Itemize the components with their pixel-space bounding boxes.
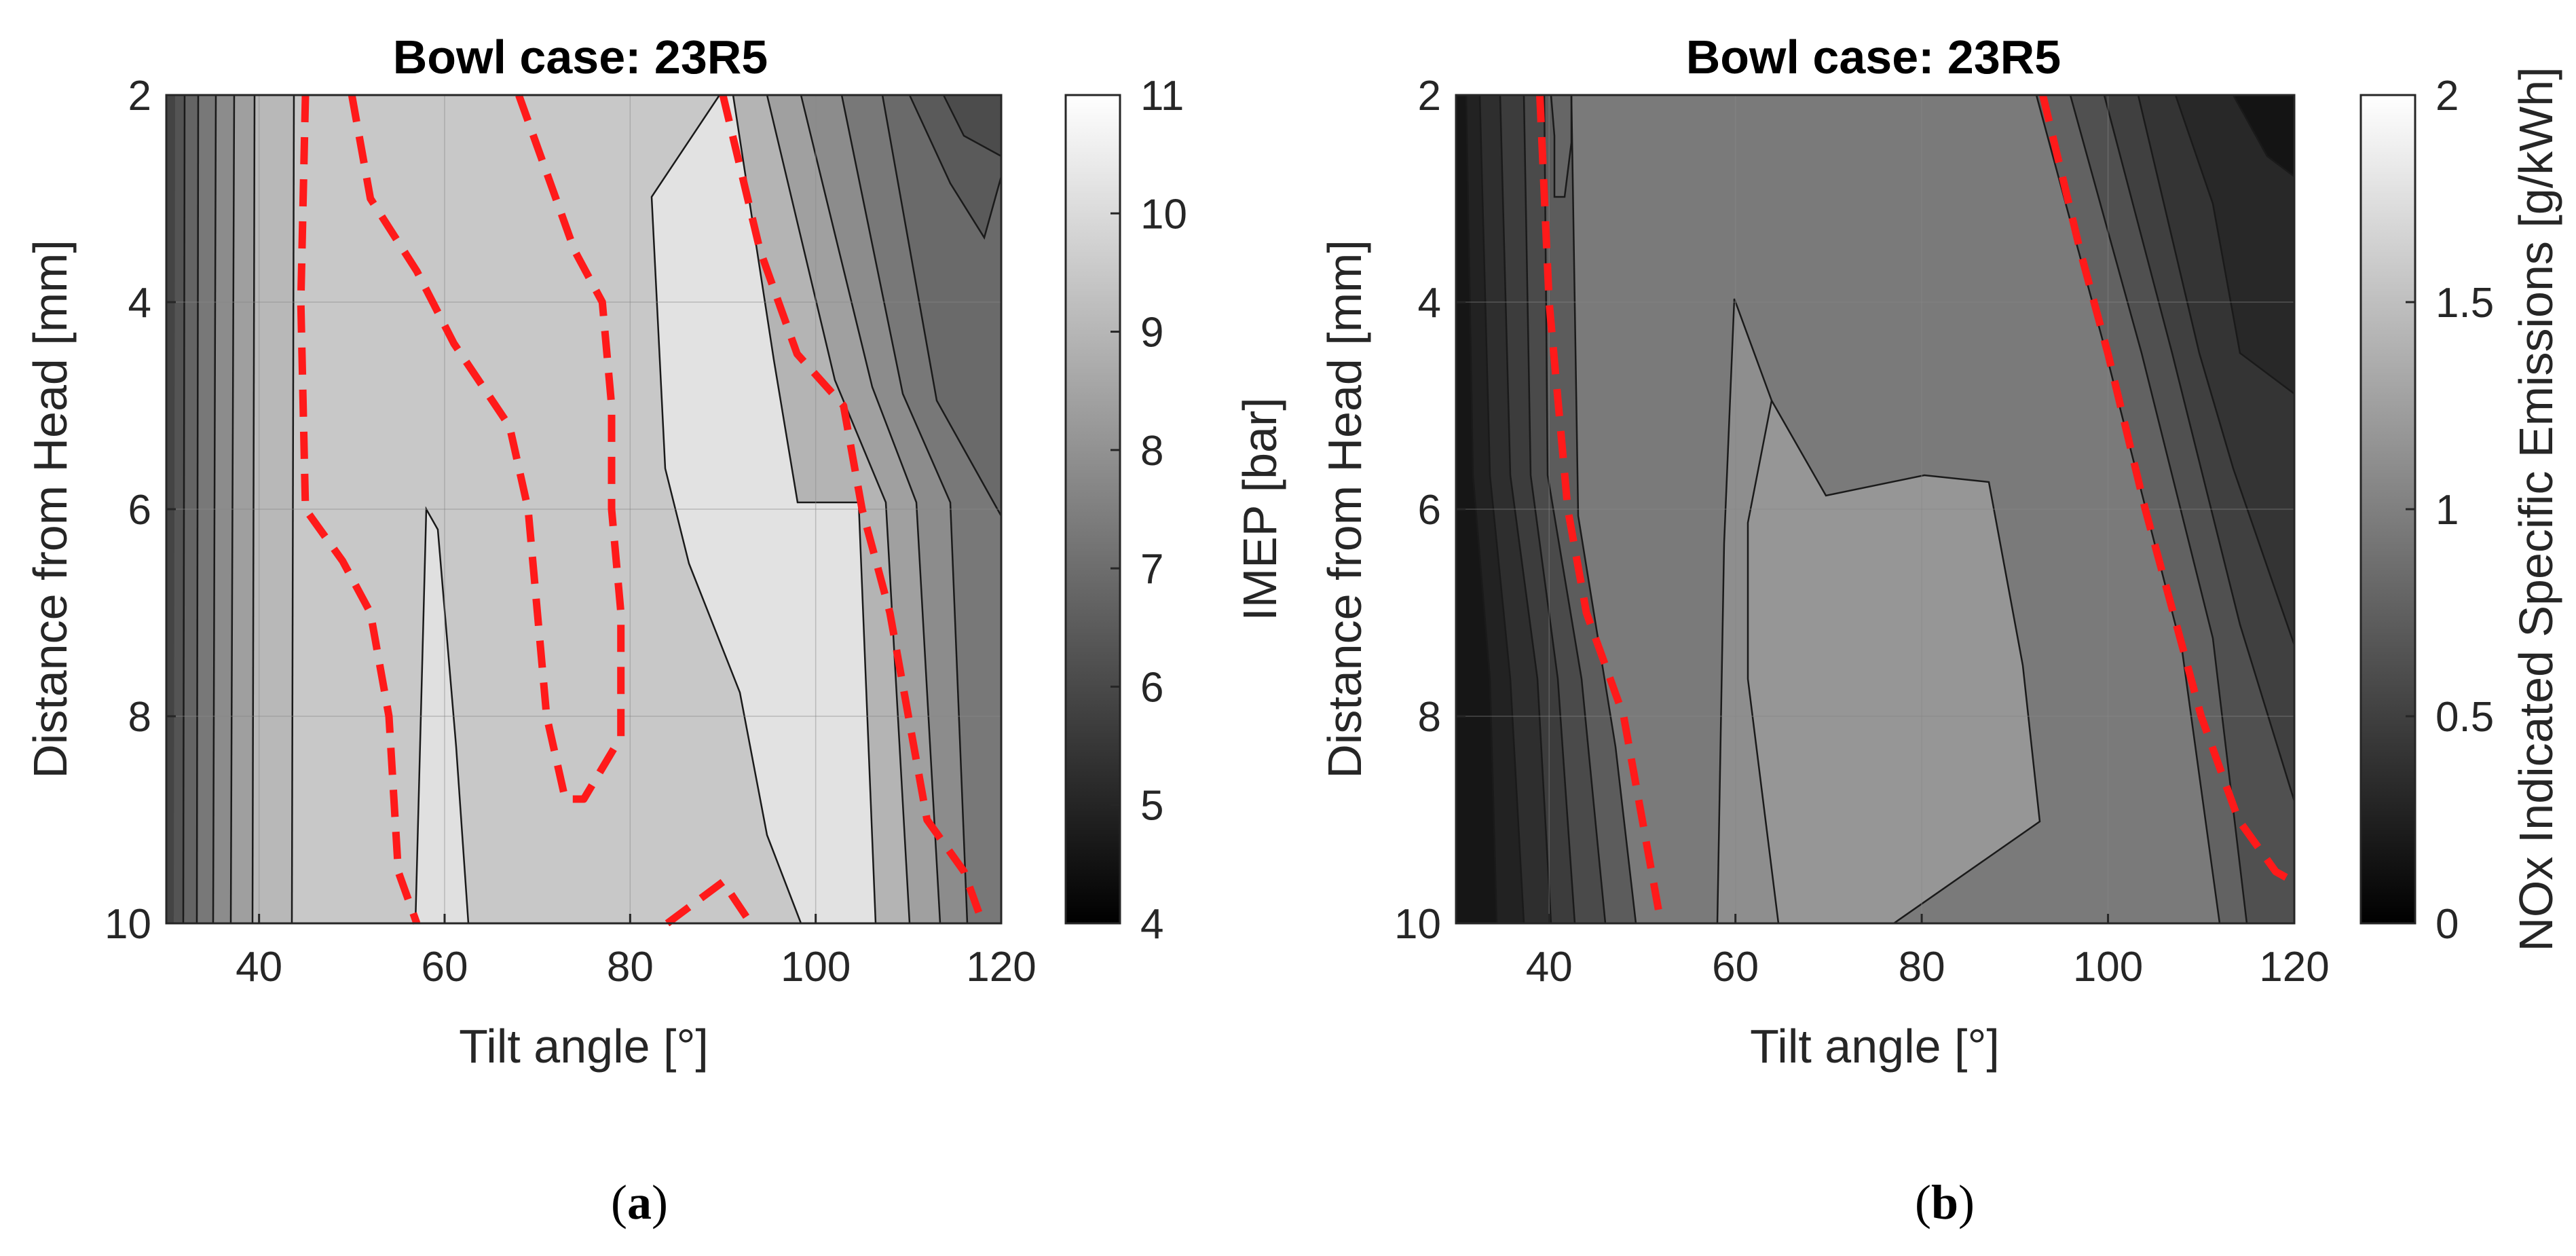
y-tick-label: 6: [128, 487, 151, 534]
x-tick-label: 60: [422, 944, 468, 991]
panel-b-y-ticks: 2 4 6 8 10: [1394, 73, 1466, 948]
x-tick-label: 100: [781, 944, 851, 991]
panel-a-colorbar-ticks: 4 5 6 7 8 9 10 11: [1110, 73, 1187, 948]
panel-a-x-ticks: 40 60 80 100 120: [236, 914, 1037, 991]
panel-a-light-region: [652, 95, 876, 923]
panel-a-y-ticks: 2 4 6 8 10: [105, 73, 176, 948]
panel-b-red-dashed-contours: [1536, 94, 2296, 924]
panel-a-colorbar-bar: [1064, 94, 1121, 925]
red-dashed-contour-2: [2039, 94, 2296, 885]
colorbar-tick-label: 5: [1140, 783, 1163, 830]
x-tick-label: 40: [236, 944, 282, 991]
panel-b-x-label: Tilt angle [°]: [1750, 1020, 2000, 1073]
colorbar-tick-label: 8: [1140, 428, 1163, 475]
panel-a-band-right-7: [944, 95, 1001, 156]
caption-b: (b): [1915, 1175, 1975, 1230]
panel-a-title: Bowl case: 23R5: [393, 31, 768, 84]
y-tick-label: 8: [1418, 694, 1441, 741]
y-tick-label: 4: [1418, 280, 1441, 327]
y-tick-label: 10: [1394, 901, 1441, 948]
y-tick-label: 10: [105, 901, 151, 948]
x-tick-label: 120: [966, 944, 1036, 991]
panel-b-band-left-6: [1456, 95, 1497, 923]
x-tick-label: 40: [1526, 944, 1573, 991]
panel-b-y-label: Distance from Head [mm]: [1318, 240, 1371, 779]
colorbar-tick-label: 2: [2435, 73, 2459, 119]
red-dashed-contour-1: [297, 94, 421, 925]
panel-b-notch: [1551, 95, 1571, 197]
caption-a: (a): [611, 1175, 668, 1230]
y-tick-label: 4: [128, 280, 151, 327]
colorbar-tick-label: 4: [1140, 901, 1163, 948]
panel-b-title: Bowl case: 23R5: [1686, 31, 2061, 84]
panel-a-colorbar-label: IMEP [bar]: [1233, 397, 1286, 621]
panel-a-x-label: Tilt angle [°]: [459, 1020, 709, 1073]
panel-b-contour-fill: [1456, 95, 2294, 923]
panel-b-band-right-6: [2233, 95, 2294, 177]
red-dashed-contour-4: [665, 878, 754, 927]
panel-a-band-left-7: [253, 95, 294, 923]
colorbar-tick-label: 6: [1140, 664, 1163, 711]
panel-a-y-label: Distance from Head [mm]: [24, 240, 77, 779]
panel-b-colorbar: 0 0.5 1 1.5 2 NOx Indicated Specific Emissio…: [2359, 67, 2562, 952]
x-tick-label: 60: [1712, 944, 1759, 991]
panel-b-band-right-5: [2176, 95, 2294, 394]
panel-b-colorbar-ticks: 0 0.5 1 1.5 2: [2406, 73, 2494, 948]
x-tick-label: 120: [2259, 944, 2329, 991]
colorbar-tick-label: 7: [1140, 546, 1163, 593]
colorbar-tick-label: 0.5: [2435, 694, 2494, 741]
panel-a-colorbar: 4 5 6 7 8 9 10 11 IMEP [bar]: [1064, 73, 1286, 948]
panel-b-light-region-2: [1748, 401, 2040, 923]
panel-a-contour-lines: [182, 94, 1003, 924]
panel-a-light-spike: [415, 509, 468, 923]
red-dashed-contour-3: [719, 94, 986, 925]
x-tick-label: 100: [2073, 944, 2143, 991]
colorbar-tick-label: 0: [2435, 901, 2459, 948]
panel-a-imep: Bowl case: 23R5: [24, 31, 1286, 1073]
y-tick-label: 2: [128, 73, 151, 119]
x-tick-label: 80: [607, 944, 654, 991]
panel-b-x-ticks: 40 60 80 100 120: [1526, 914, 2330, 991]
colorbar-tick-label: 1: [2435, 487, 2459, 534]
panel-b-nox: Bowl case: 23R5: [1318, 31, 2562, 1073]
red-dashed-contour-1: [1536, 94, 1665, 924]
x-tick-label: 80: [1899, 944, 1945, 991]
y-tick-label: 6: [1418, 487, 1441, 534]
colorbar-tick-label: 10: [1140, 191, 1187, 238]
colorbar-tick-label: 9: [1140, 310, 1163, 356]
y-tick-label: 2: [1418, 73, 1441, 119]
colorbar-tick-label: 1.5: [2435, 280, 2494, 327]
panel-b-colorbar-label: NOx Indicated Specific Emissions [g/kWh]: [2509, 67, 2562, 951]
y-tick-label: 8: [128, 694, 151, 741]
panel-a-red-dashed-contours: [297, 94, 986, 927]
red-dashed-contour-2: [348, 94, 625, 803]
colorbar-tick-label: 11: [1140, 73, 1184, 119]
